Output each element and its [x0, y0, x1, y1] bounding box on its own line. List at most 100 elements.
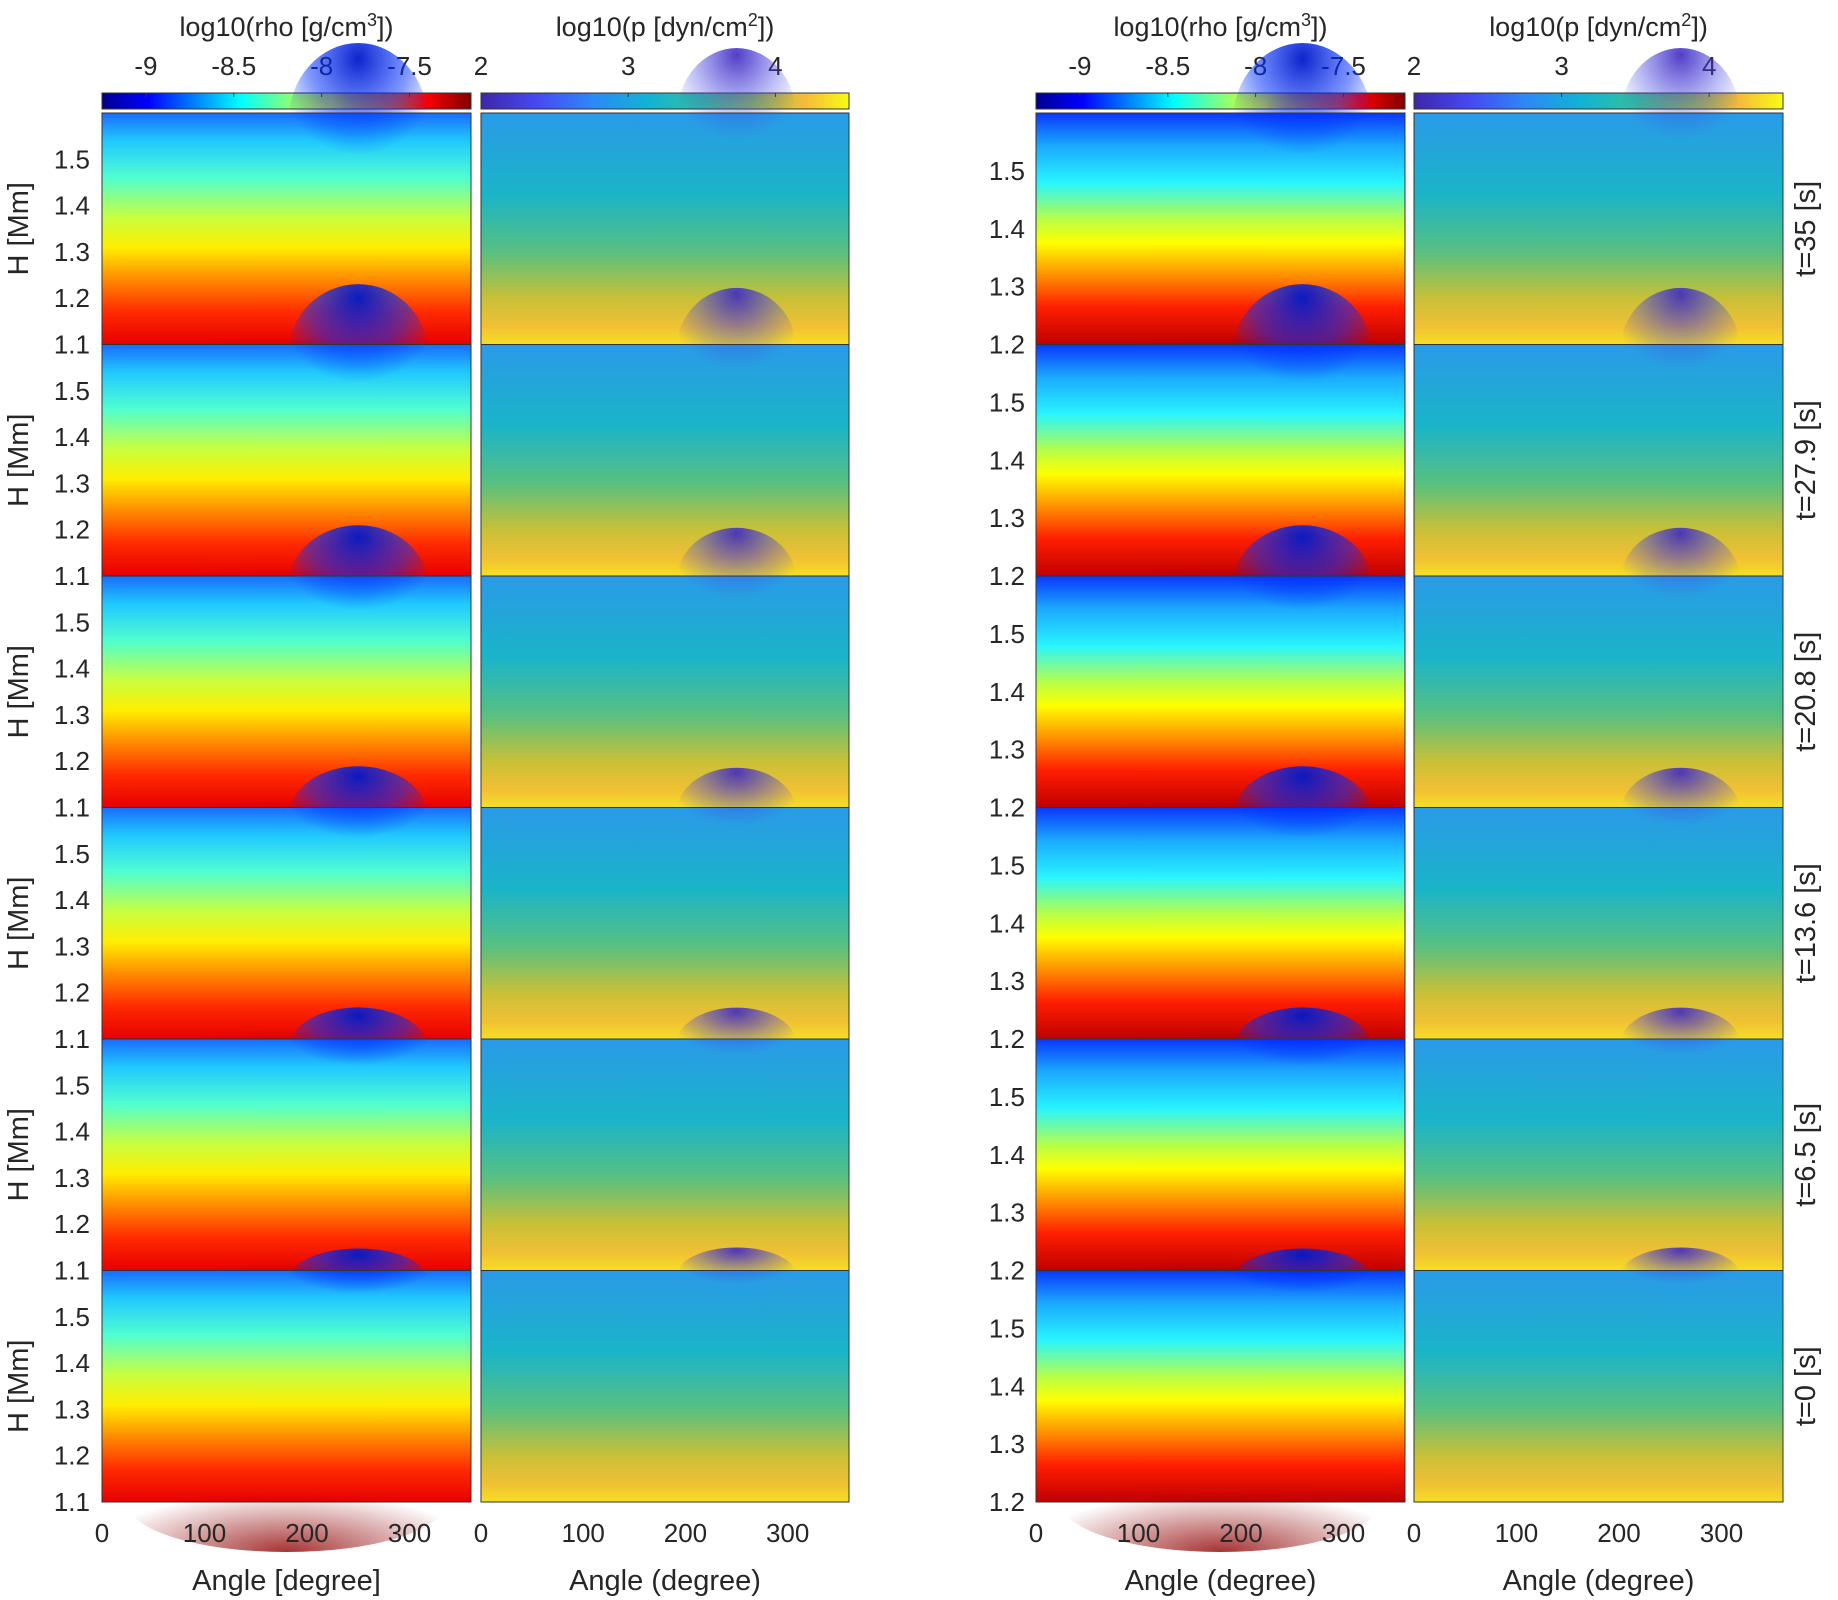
low-density-region [288, 1007, 429, 1091]
x-axis-label: Angle (degree) [569, 1565, 761, 1597]
heatmap-log10-p-left-model-row-1 [480, 287, 850, 577]
y-axis-label: H [Mm] [3, 1108, 35, 1201]
y-tick-label: 1.4 [989, 677, 1025, 707]
y-tick-label: 1.1 [54, 330, 90, 360]
heatmap-log10-p-right-model-row-3 [1413, 767, 1784, 1040]
y-tick-label: 1.3 [54, 1394, 90, 1424]
low-pressure-region [1620, 48, 1741, 188]
y-tick-label: 1.4 [989, 214, 1025, 244]
heatmap-field [481, 113, 849, 345]
low-pressure-region [676, 767, 797, 858]
y-axis-label: H [Mm] [3, 414, 35, 507]
x-tick-label: 200 [285, 1518, 328, 1548]
low-pressure-region [1620, 767, 1741, 858]
heatmap-log10-p-left-model-row-0 [480, 48, 850, 345]
y-axis-label: H [Mm] [3, 1340, 35, 1433]
low-density-region [1232, 1248, 1373, 1313]
y-tick-label: 1.5 [989, 1313, 1025, 1343]
y-tick-label: 1.4 [989, 1140, 1025, 1170]
axes-labels: 1.1 1.2 1.3 1.4 1.5 H [Mm] 1.1 1.2 1.3 1.4 1.5 H [M… [3, 144, 1822, 1597]
heatmap-log10-p-left-model-row-3 [480, 767, 850, 1040]
colorbar-tick-label: -8.5 [211, 51, 256, 81]
y-tick-label: 1.4 [54, 422, 90, 452]
low-density-region [288, 43, 429, 203]
y-tick-label: 1.2 [989, 561, 1025, 591]
heatmap-field [481, 576, 849, 808]
x-tick-label: 300 [388, 1518, 431, 1548]
heatmap-log10-p-left-model-row-2 [480, 527, 850, 808]
y-tick-label: 1.5 [54, 1302, 90, 1332]
x-tick-label: 100 [183, 1518, 226, 1548]
heatmap-log10-p-right-model-row-5 [1413, 1247, 1784, 1503]
y-tick-label: 1.2 [989, 330, 1025, 360]
y-tick-label: 1.2 [989, 1256, 1025, 1286]
low-pressure-region [1620, 527, 1741, 635]
y-tick-label: 1.2 [54, 283, 90, 313]
x-tick-label: 200 [1219, 1518, 1262, 1548]
colorbar-tick-label: -9 [1068, 51, 1091, 81]
heatmap-log10-rho-left-model-row-5 [101, 1248, 472, 1552]
heatmap-field [1414, 1270, 1783, 1502]
y-tick-label: 1.5 [54, 144, 90, 174]
heatmap-log10-p-right-model-row-4 [1413, 1007, 1784, 1271]
y-tick-label: 1.3 [989, 1429, 1025, 1459]
y-tick-label: 1.4 [54, 191, 90, 221]
low-pressure-region [676, 1247, 797, 1304]
colorbar-tick-label: 3 [1554, 51, 1568, 81]
y-tick-label: 1.1 [54, 1487, 90, 1517]
y-tick-label: 1.4 [989, 1371, 1025, 1401]
x-tick-label: 100 [562, 1518, 605, 1548]
y-tick-label: 1.5 [54, 376, 90, 406]
time-label: t=27.9 [s] [1790, 400, 1822, 520]
heatmap-field [481, 807, 849, 1039]
heatmap-log10-p-right-model-row-2 [1413, 527, 1784, 808]
colorbar-tick-label: 2 [1407, 51, 1421, 81]
low-density-region [1232, 284, 1373, 425]
panel-frame [480, 1270, 850, 1503]
y-tick-label: 1.1 [54, 793, 90, 823]
low-density-region [288, 766, 429, 869]
y-tick-label: 1.1 [54, 1256, 90, 1286]
heatmap-log10-rho-right-model-row-5 [1035, 1248, 1406, 1552]
time-label: t=6.5 [s] [1790, 1103, 1822, 1207]
y-tick-label: 1.3 [989, 503, 1025, 533]
heatmap-log10-p-left-model-row-5 [480, 1247, 850, 1503]
low-pressure-region [1620, 1007, 1741, 1081]
heatmap-field [481, 1039, 849, 1271]
y-tick-label: 1.3 [989, 735, 1025, 765]
y-tick-label: 1.3 [54, 468, 90, 498]
y-tick-label: 1.4 [54, 654, 90, 684]
x-tick-label: 200 [1597, 1518, 1640, 1548]
y-tick-label: 1.2 [54, 1441, 90, 1471]
heatmap-log10-p-left-model-row-4 [480, 1007, 850, 1271]
colorbar-tick-label: -9 [134, 51, 157, 81]
y-axis-label: H [Mm] [3, 877, 35, 970]
heatmap-field [481, 344, 849, 576]
colorbar-title: log10(rho [g/cm3]) [1113, 10, 1327, 42]
x-tick-label: 100 [1495, 1518, 1538, 1548]
y-tick-label: 1.3 [989, 966, 1025, 996]
y-tick-label: 1.2 [989, 1487, 1025, 1517]
colorbar-tick-label: -8.5 [1145, 51, 1190, 81]
low-density-region [1232, 43, 1373, 203]
heatmap-log10-rho-left-model-row-3 [101, 766, 472, 1089]
time-label: t=35 [s] [1790, 181, 1822, 277]
y-tick-label: 1.4 [54, 1117, 90, 1147]
low-pressure-region [676, 1007, 797, 1081]
low-density-region [1232, 766, 1373, 869]
time-label: t=0 [s] [1790, 1346, 1822, 1426]
y-tick-label: 1.3 [989, 1198, 1025, 1228]
y-tick-label: 1.2 [54, 746, 90, 776]
low-density-region [288, 1248, 429, 1313]
y-tick-label: 1.4 [54, 885, 90, 915]
time-label: t=20.8 [s] [1790, 632, 1822, 752]
y-tick-label: 1.4 [54, 1348, 90, 1378]
colorbar-tick-label: 3 [621, 51, 635, 81]
colorbar-title: log10(rho [g/cm3]) [179, 10, 393, 42]
y-tick-label: 1.5 [989, 156, 1025, 186]
x-tick-label: 200 [664, 1518, 707, 1548]
low-density-region [1232, 525, 1373, 647]
low-pressure-region [1620, 287, 1741, 412]
y-tick-label: 1.4 [989, 908, 1025, 938]
